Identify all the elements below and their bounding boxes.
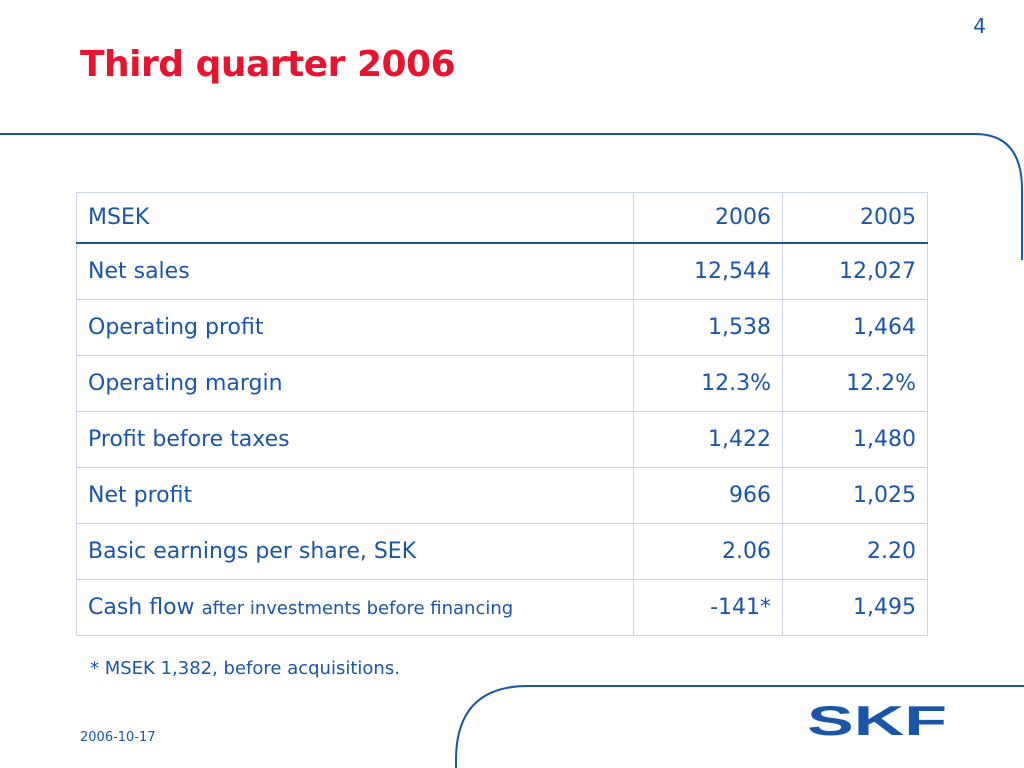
- skf-logo: SKF: [807, 703, 947, 737]
- footnote: * MSEK 1,382, before acquisitions.: [90, 658, 400, 679]
- table-row: Cash flow after investments before finan…: [76, 579, 928, 636]
- table-header-row: MSEK 2006 2005: [76, 192, 928, 244]
- table-row: Profit before taxes 1,422 1,480: [76, 411, 928, 468]
- value-2005: 1,480: [782, 411, 928, 468]
- row-label: Profit before taxes: [76, 411, 634, 468]
- value-2006: -141*: [633, 579, 783, 636]
- page-number: 4: [973, 14, 986, 38]
- value-2005: 1,025: [782, 467, 928, 524]
- row-label: Operating margin: [76, 355, 634, 412]
- row-label: Net sales: [76, 242, 634, 300]
- svg-text:SKF: SKF: [807, 703, 947, 737]
- row-label: Cash flow: [88, 595, 195, 620]
- value-2006: 1,422: [633, 411, 783, 468]
- table-row: Net sales 12,544 12,027: [76, 242, 928, 300]
- row-label: Basic earnings per share, SEK: [76, 523, 634, 580]
- header-cell-2005: 2005: [782, 192, 928, 244]
- value-2005: 12.2%: [782, 355, 928, 412]
- row-label-cash-flow: Cash flow after investments before finan…: [76, 579, 634, 636]
- value-2006: 1,538: [633, 299, 783, 356]
- header-cell-msek: MSEK: [76, 192, 634, 244]
- value-2005: 1,464: [782, 299, 928, 356]
- value-2006: 12,544: [633, 242, 783, 300]
- header-cell-2006: 2006: [633, 192, 783, 244]
- value-2006: 12.3%: [633, 355, 783, 412]
- row-label: Operating profit: [76, 299, 634, 356]
- value-2006: 966: [633, 467, 783, 524]
- value-2006: 2.06: [633, 523, 783, 580]
- value-2005: 1,495: [782, 579, 928, 636]
- row-label-suffix: after investments before financing: [201, 598, 514, 619]
- value-2005: 2.20: [782, 523, 928, 580]
- table-row: Basic earnings per share, SEK 2.06 2.20: [76, 523, 928, 580]
- value-2005: 12,027: [782, 242, 928, 300]
- slide-date: 2006-10-17: [80, 730, 156, 745]
- row-label: Net profit: [76, 467, 634, 524]
- page-title: Third quarter 2006: [80, 44, 456, 85]
- table-row: Net profit 966 1,025: [76, 467, 928, 524]
- financial-table: MSEK 2006 2005 Net sales 12,544 12,027 O…: [76, 192, 928, 636]
- table-row: Operating margin 12.3% 12.2%: [76, 355, 928, 412]
- table-row: Operating profit 1,538 1,464: [76, 299, 928, 356]
